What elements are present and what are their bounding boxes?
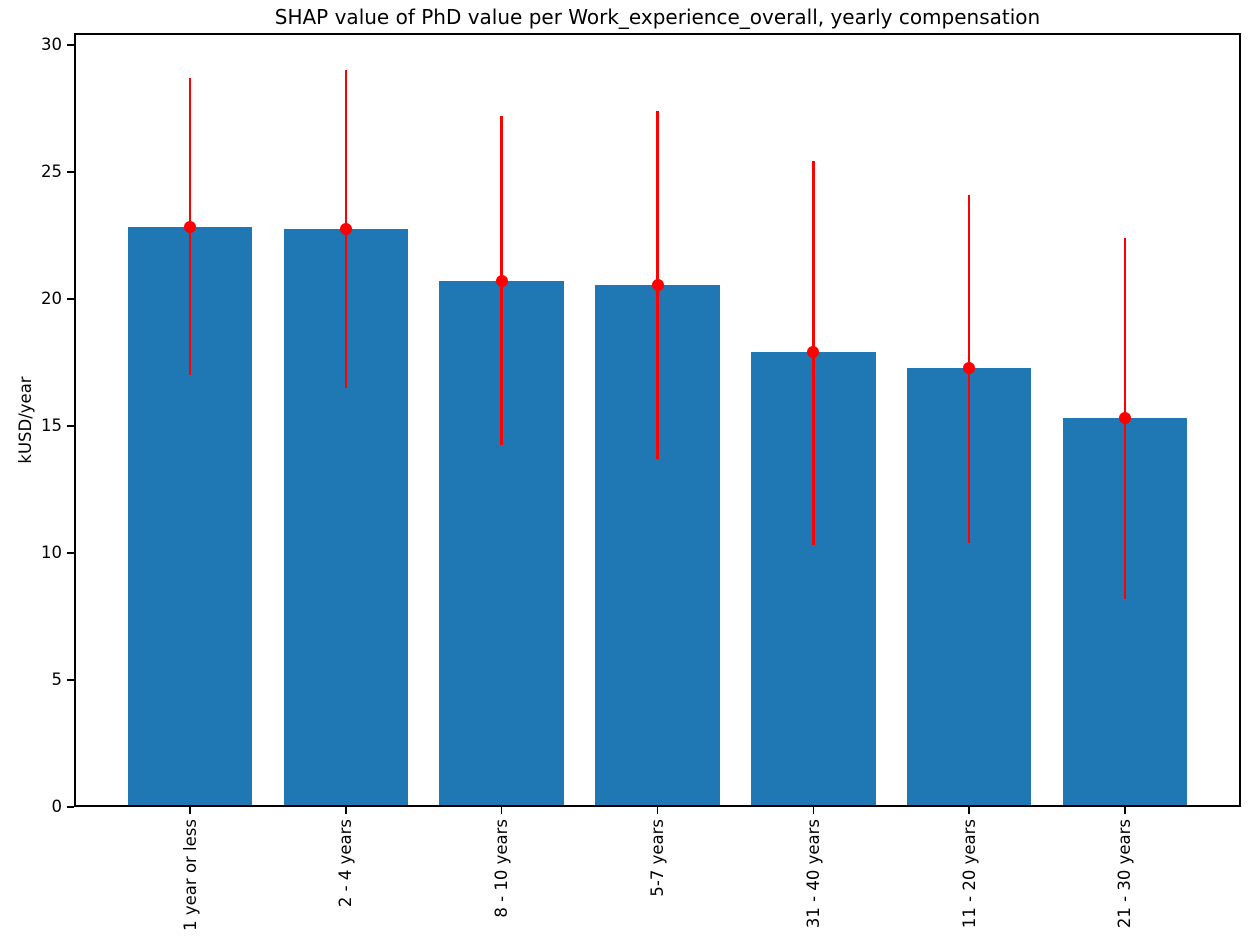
y-tick	[67, 44, 74, 46]
x-tick	[345, 807, 347, 814]
right-spine	[1239, 33, 1241, 807]
y-tick	[67, 298, 74, 300]
y-tick-label: 10	[41, 542, 62, 562]
y-tick	[67, 171, 74, 173]
chart-title: SHAP value of PhD value per Work_experie…	[274, 5, 1041, 29]
left-spine	[74, 33, 76, 807]
x-tick	[656, 807, 659, 814]
x-tick	[968, 807, 970, 814]
y-tick	[67, 679, 74, 681]
y-tick-label: 30	[41, 34, 62, 54]
y-tick	[67, 552, 74, 554]
mean-marker	[495, 275, 508, 288]
x-tick-label: 21 - 30 years	[1115, 819, 1135, 929]
mean-marker	[339, 223, 352, 236]
y-tick-label: 25	[41, 161, 62, 181]
y-tick-label: 0	[51, 797, 63, 816]
mean-marker	[184, 220, 197, 233]
x-tick-label: 2 - 4 years	[336, 819, 356, 908]
x-tick-label: 8 - 10 years	[492, 819, 512, 918]
mean-marker	[963, 361, 976, 374]
mean-marker	[807, 346, 820, 359]
x-tick	[812, 807, 815, 814]
mean-marker	[651, 278, 664, 291]
y-tick-label: 15	[41, 415, 62, 435]
x-tick-label: 5-7 years	[648, 819, 667, 897]
x-tick	[1124, 807, 1126, 814]
plot-area	[67, 33, 1241, 814]
x-tick	[500, 807, 503, 814]
bottom-spine	[74, 805, 1241, 807]
x-tick-label: 31 - 40 years	[803, 819, 823, 929]
x-tick-label: 1 year or less	[180, 819, 200, 931]
x-tick	[189, 807, 191, 814]
x-tick-label: 11 - 20 years	[959, 819, 979, 929]
mean-marker	[1118, 412, 1131, 425]
y-tick-label: 20	[41, 288, 62, 308]
y-tick	[67, 806, 74, 808]
y-tick	[67, 425, 74, 427]
y-tick-label: 5	[51, 669, 63, 689]
top-spine	[74, 33, 1241, 35]
